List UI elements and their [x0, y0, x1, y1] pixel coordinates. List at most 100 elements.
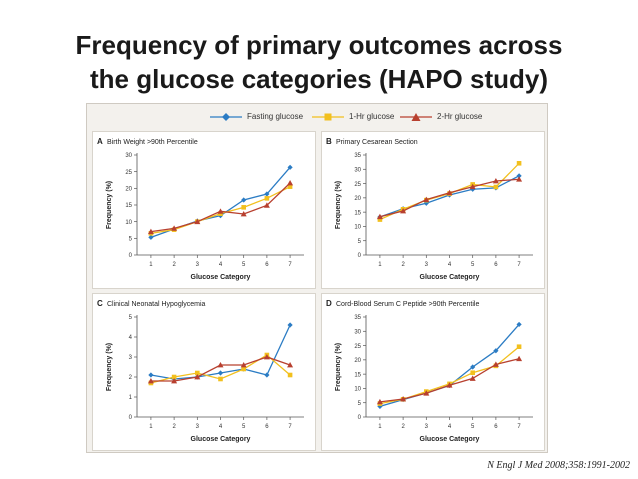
panel-a-x-axis-label: Glucose Category — [191, 274, 251, 281]
panel-a-point-2hr — [147, 228, 154, 235]
panel-c-x-tick-label: 2 — [172, 424, 176, 430]
panel-b-point-2hr — [469, 183, 476, 190]
panel-a-point-2hr — [240, 211, 247, 217]
panel-c-y-axis-label: Frequency (%) — [106, 343, 113, 391]
panel-d-x-tick-label: 1 — [378, 424, 382, 430]
panel-c-x-tick-label: 7 — [288, 424, 292, 430]
panel-c-y-tick-label: 2 — [129, 375, 133, 381]
panel-a-point-1hr — [241, 205, 246, 210]
panel-a-x-tick-label: 2 — [172, 262, 176, 268]
panel-c-point-1hr — [195, 370, 200, 376]
legend-label-fasting: Fasting glucose — [247, 112, 304, 121]
panel-c-point-1hr — [218, 376, 223, 382]
panel-b-y-tick-label: 25 — [354, 182, 361, 188]
panel-b-box — [321, 131, 545, 289]
panel-d-x-tick-label: 3 — [425, 424, 429, 430]
panel-c-x-tick-label: 1 — [149, 424, 153, 430]
panel-c-box — [92, 293, 316, 451]
panel-d-x-tick-label: 5 — [471, 424, 475, 430]
panel-b-x-axis-label: Glucose Category — [420, 274, 480, 281]
panel-d-line-1hr — [379, 346, 520, 405]
panel-a-y-tick-label: 30 — [125, 153, 132, 159]
panel-d-c-peptide: D Cord-Blood Serum C Peptide >90th Percen… — [326, 299, 533, 443]
panel-c-point-1hr — [287, 372, 293, 378]
panel-c-point-1hr — [171, 374, 177, 380]
panel-b-x-tick-label: 2 — [401, 262, 405, 268]
panel-b-y-tick-label: 30 — [354, 167, 361, 173]
panel-c-hypoglycemia: C Clinical Neonatal Hypoglycemia 0 1 2 3 4 5 1 2 3… — [97, 299, 304, 443]
slide-title: Frequency of primary outcomes across the… — [0, 28, 638, 96]
panel-c-title: Clinical Neonatal Hypoglycemia — [107, 301, 206, 308]
panel-d-point-2hr — [516, 355, 523, 362]
panel-b-point-2hr — [446, 189, 453, 196]
panel-a-y-tick-label: 20 — [125, 187, 132, 193]
panel-b-x-tick-label: 7 — [517, 262, 521, 268]
panel-b-point-2hr — [516, 176, 523, 182]
panel-d-y-tick-label: 0 — [358, 415, 362, 421]
panel-d-y-tick-label: 5 — [358, 401, 362, 407]
panel-d-point-2hr — [400, 396, 407, 402]
panel-d-point-2hr — [469, 375, 476, 381]
panel-d-letter: D — [326, 299, 332, 308]
panel-a-birth-weight: A Birth Weight >90th Percentile0510152025… — [97, 137, 304, 281]
panel-b-y-tick-label: 5 — [358, 239, 362, 245]
panel-d-title: Cord-Blood Serum C Peptide >90th Percent… — [336, 301, 479, 308]
panel-d-line-fasting — [379, 323, 520, 408]
panel-a-point-2hr — [171, 225, 178, 231]
panel-d-y-tick-label: 10 — [354, 387, 361, 393]
panel-c-point-2hr — [240, 362, 247, 368]
panel-d-y-tick-label: 35 — [354, 315, 361, 321]
panel-d-point-fasting — [470, 364, 476, 370]
panel-b-y-tick-label: 20 — [354, 196, 361, 202]
panel-a-point-2hr — [217, 208, 224, 214]
panel-c-point-2hr — [217, 362, 224, 368]
panel-c-point-fasting — [148, 372, 154, 378]
panel-c-y-tick-label: 5 — [129, 315, 133, 321]
panel-c-x-tick-label: 6 — [265, 424, 269, 430]
panel-b-letter: B — [326, 137, 332, 146]
panel-c-point-fasting — [287, 322, 293, 328]
panel-d-y-tick-label: 30 — [354, 329, 361, 335]
panel-a-point-fasting — [241, 197, 247, 203]
legend-item-2hr: 2-Hr glucose — [399, 110, 489, 124]
panel-c-point-2hr — [147, 378, 154, 384]
panel-d-point-2hr — [446, 382, 453, 388]
citation: N Engl J Med 2008;358:1991-2002 — [487, 460, 630, 471]
legend-marker-fasting — [210, 113, 242, 121]
panel-a-point-fasting — [264, 191, 270, 197]
panel-d-point-1hr — [470, 370, 475, 376]
panel-b-point-2hr — [400, 208, 407, 214]
panel-d-point-1hr — [516, 344, 522, 350]
panel-d-x-tick-label: 4 — [448, 424, 452, 430]
panel-b-x-tick-label: 1 — [378, 262, 382, 268]
panel-c-point-fasting — [264, 372, 270, 378]
panel-c-y-tick-label: 4 — [129, 335, 133, 341]
panel-a-title: Birth Weight >90th Percentile — [107, 139, 198, 146]
panel-a-y-tick-label: 15 — [125, 203, 132, 209]
panel-a-point-fasting — [148, 234, 154, 240]
panel-a-y-tick-label: 10 — [125, 220, 132, 226]
panel-b-point-1hr — [493, 184, 499, 190]
panel-d-point-2hr — [376, 398, 383, 405]
panel-b-x-tick-label: 3 — [425, 262, 429, 268]
panel-d-x-tick-label: 7 — [517, 424, 521, 430]
panel-c-x-tick-label: 5 — [242, 424, 246, 430]
panel-b-point-2hr — [376, 213, 383, 220]
panel-b-y-tick-label: 0 — [358, 253, 362, 259]
panel-d-line-2hr — [379, 358, 520, 403]
panel-a-letter: A — [97, 137, 103, 146]
slide-title-line-1: Frequency of primary outcomes across — [75, 30, 563, 60]
panel-a-x-tick-label: 3 — [196, 262, 200, 268]
panel-b-y-axis-label: Frequency (%) — [335, 181, 342, 229]
panel-c-y-tick-label: 1 — [129, 395, 133, 401]
panel-d-y-tick-label: 15 — [354, 372, 361, 378]
panel-c-letter: C — [97, 299, 103, 308]
legend-item-fasting: Fasting glucose — [209, 110, 309, 124]
panel-c-y-tick-label: 3 — [129, 355, 133, 361]
panel-a-y-tick-label: 5 — [129, 237, 133, 243]
panel-a-point-2hr — [194, 218, 201, 225]
figure-panel: Fasting glucose 1-Hr glucose 2-Hr glucos… — [86, 103, 548, 453]
panel-a-x-tick-label: 5 — [242, 262, 246, 268]
panel-c-point-fasting — [217, 370, 224, 376]
panel-b-title: Primary Cesarean Section — [336, 139, 418, 146]
